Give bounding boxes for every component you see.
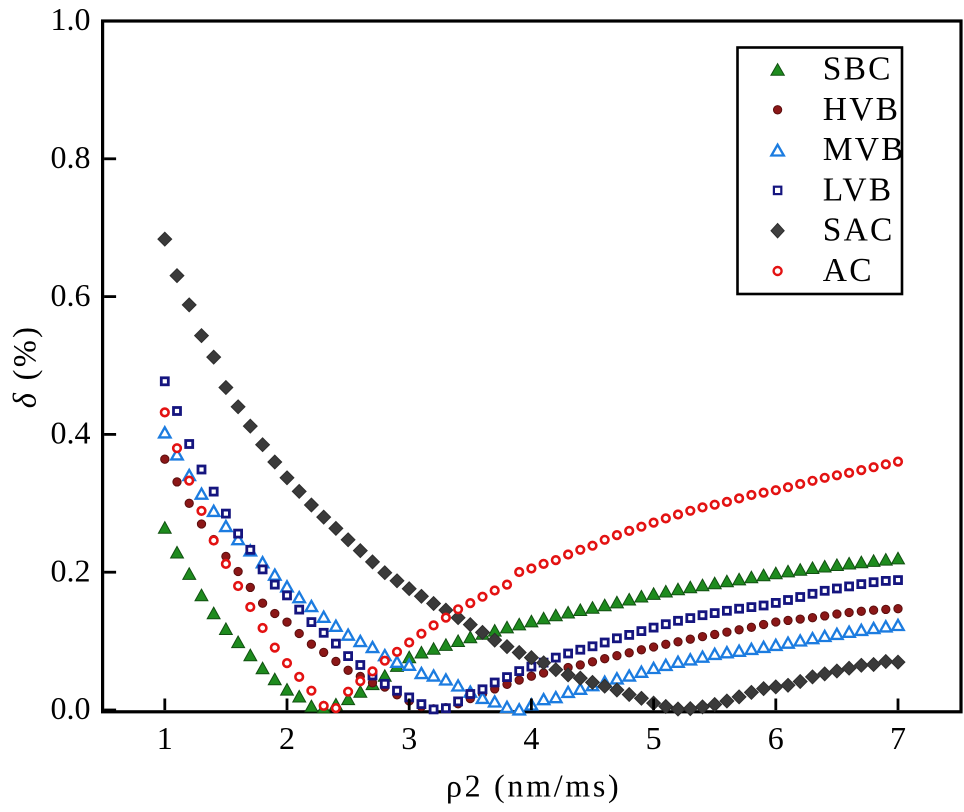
svg-text:SBC: SBC	[823, 51, 893, 88]
svg-text:δ (%): δ (%)	[8, 325, 44, 408]
svg-text:0.0: 0.0	[51, 690, 91, 726]
svg-text:MVB: MVB	[823, 131, 906, 168]
svg-text:SAC: SAC	[823, 212, 895, 249]
svg-text:3: 3	[401, 720, 417, 756]
svg-text:7: 7	[890, 720, 906, 756]
svg-text:5: 5	[646, 720, 662, 756]
svg-text:ρ2 (nm/ms): ρ2 (nm/ms)	[446, 768, 621, 804]
svg-text:2: 2	[279, 720, 295, 756]
svg-text:1: 1	[157, 720, 173, 756]
svg-text:0.6: 0.6	[51, 277, 91, 313]
svg-text:AC: AC	[823, 252, 874, 289]
svg-text:1.0: 1.0	[51, 1, 91, 37]
svg-text:0.8: 0.8	[51, 139, 91, 175]
svg-text:0.2: 0.2	[51, 552, 91, 588]
svg-text:LVB: LVB	[823, 171, 894, 208]
svg-text:6: 6	[768, 720, 784, 756]
svg-text:4: 4	[523, 720, 539, 756]
svg-text:HVB: HVB	[823, 91, 900, 128]
svg-text:0.4: 0.4	[51, 415, 91, 451]
